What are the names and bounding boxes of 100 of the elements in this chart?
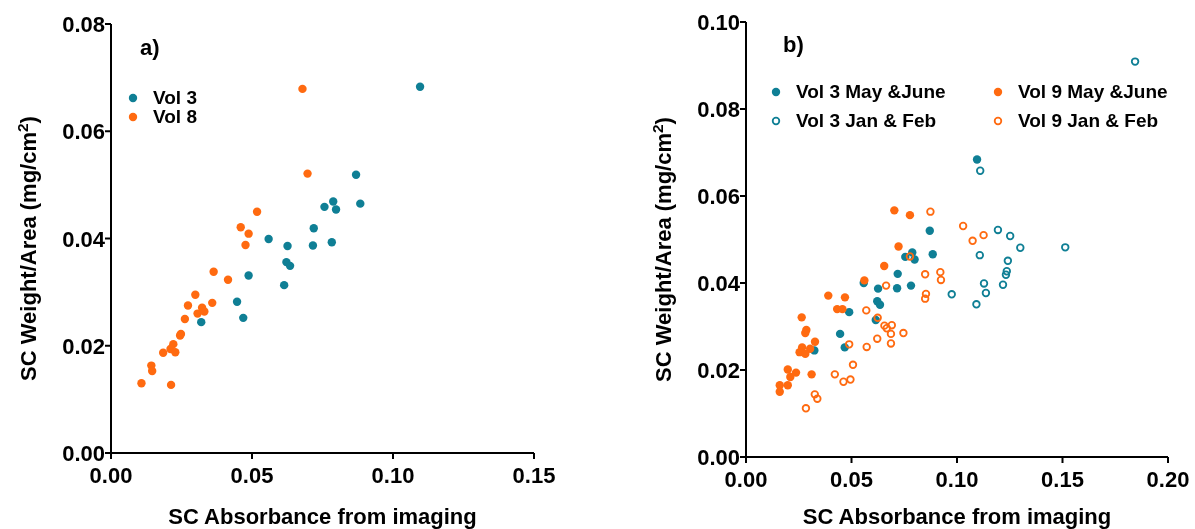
point <box>329 197 338 206</box>
point <box>351 170 361 179</box>
point <box>979 230 988 240</box>
point <box>801 404 811 413</box>
point <box>1005 231 1015 241</box>
point <box>244 271 253 280</box>
y-tick-label: 0.02 <box>62 333 105 359</box>
text: a) <box>140 35 160 60</box>
y-tick-label: 0.06 <box>697 184 740 209</box>
x-axis-title: SC Absorbance from imaging <box>802 504 1112 529</box>
point <box>783 365 792 374</box>
point <box>958 221 968 231</box>
point <box>137 379 146 388</box>
point <box>805 344 815 353</box>
point <box>147 366 157 376</box>
x-tick-label: 0.15 <box>512 463 556 488</box>
point <box>208 298 217 308</box>
point <box>200 307 209 316</box>
point <box>331 205 341 214</box>
point <box>892 284 902 293</box>
point <box>209 267 218 276</box>
point <box>264 234 273 244</box>
x-tick-label: 0.00 <box>89 463 133 488</box>
point <box>1130 57 1140 66</box>
point <box>862 306 871 315</box>
point <box>873 284 883 293</box>
point <box>972 300 981 309</box>
point <box>881 281 891 290</box>
y-tick-label: 0.06 <box>62 119 105 145</box>
point <box>285 261 295 271</box>
point <box>862 342 871 352</box>
point <box>801 349 810 359</box>
point <box>180 314 190 324</box>
y-tick-label: 0.00 <box>697 445 740 470</box>
point <box>844 307 854 317</box>
y-tick-label: 0.04 <box>62 226 106 252</box>
point <box>308 241 318 250</box>
point <box>183 301 193 310</box>
point <box>979 279 989 288</box>
point <box>846 375 855 384</box>
point <box>797 313 806 322</box>
point <box>975 250 984 260</box>
point <box>807 370 816 379</box>
point <box>298 84 307 94</box>
y-tick-label: 0.08 <box>62 12 105 37</box>
point <box>925 226 934 235</box>
point <box>835 329 845 339</box>
y-tick-label: 0.08 <box>697 97 740 122</box>
point <box>415 82 425 91</box>
x-tick-label: 0.10 <box>935 467 979 492</box>
point <box>998 280 1008 289</box>
point <box>1001 270 1011 279</box>
point <box>882 324 891 333</box>
point <box>197 317 206 327</box>
point <box>920 270 930 279</box>
point <box>356 199 365 208</box>
point <box>320 202 329 212</box>
point <box>283 241 292 251</box>
point <box>830 370 840 379</box>
x-tick-label: 0.05 <box>230 463 274 488</box>
point <box>158 348 168 357</box>
point <box>838 304 847 314</box>
point <box>873 334 882 343</box>
legend-label: Vol 9 May &June <box>1018 81 1168 102</box>
point <box>893 269 902 279</box>
point <box>880 261 889 271</box>
point <box>926 207 935 216</box>
point <box>920 294 930 303</box>
x-tick-label: 0.00 <box>724 467 768 492</box>
point <box>905 252 915 261</box>
point <box>791 368 801 377</box>
point <box>775 387 784 396</box>
point <box>309 224 318 233</box>
point <box>976 166 985 175</box>
point <box>1002 267 1011 276</box>
x-axis-title: SC Absorbance from imaging <box>168 504 477 529</box>
point <box>906 281 916 290</box>
point <box>840 293 850 302</box>
point <box>810 337 820 346</box>
point <box>244 229 253 238</box>
point <box>303 169 312 178</box>
point <box>947 290 956 299</box>
point <box>844 340 854 349</box>
point <box>993 225 1003 235</box>
point <box>887 321 896 330</box>
point <box>171 347 180 357</box>
point <box>886 329 896 339</box>
point <box>899 328 908 338</box>
point <box>936 267 945 277</box>
x-tick-label: 0.15 <box>1041 467 1084 492</box>
x-tick-label: 0.05 <box>830 467 873 492</box>
point <box>783 381 792 390</box>
point <box>880 321 889 330</box>
point <box>223 275 233 284</box>
y-tick-label: 0.02 <box>697 358 740 383</box>
point <box>241 240 250 250</box>
point <box>928 250 937 259</box>
point <box>972 155 982 164</box>
legend-label: Vol 9 Jan & Feb <box>1018 110 1159 131</box>
point <box>839 377 848 386</box>
